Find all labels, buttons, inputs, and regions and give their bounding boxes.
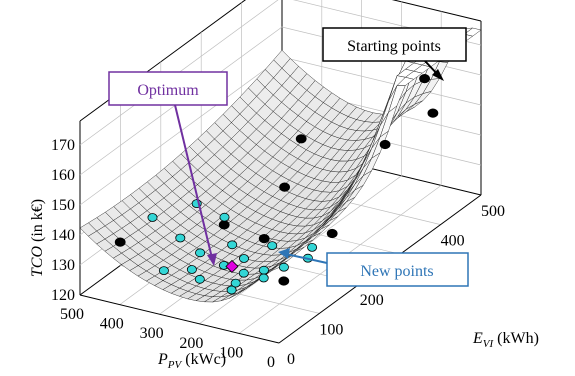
x-axis-label: PPV (kWc) bbox=[157, 351, 226, 371]
starting-points-point bbox=[295, 134, 307, 144]
annotation-new-points-text: New points bbox=[360, 263, 433, 280]
z-tick-label: 170 bbox=[51, 137, 75, 154]
x-tick-label: 100 bbox=[219, 344, 243, 361]
new-points-point bbox=[227, 240, 238, 250]
new-points-point bbox=[238, 254, 249, 263]
x-tick-label: 500 bbox=[60, 306, 84, 323]
y-tick-label: 200 bbox=[360, 292, 384, 309]
z-axis-label: TCO (in k€) bbox=[29, 199, 46, 277]
new-points-point bbox=[278, 262, 289, 272]
z-tick-label: 140 bbox=[51, 227, 75, 244]
new-points-point bbox=[307, 242, 318, 252]
x-tick-label: 400 bbox=[100, 316, 124, 333]
annotation-starting-points-text: Starting points bbox=[347, 38, 441, 55]
x-tick-label: 300 bbox=[140, 325, 164, 342]
data-points bbox=[114, 74, 439, 295]
new-points-point bbox=[267, 241, 278, 251]
starting-points-point bbox=[419, 74, 431, 84]
starting-points-point bbox=[279, 182, 291, 192]
new-points-point bbox=[238, 268, 249, 278]
y-tick-label: 0 bbox=[287, 351, 295, 368]
y-tick-label: 400 bbox=[441, 233, 465, 250]
annotation-optimum: Optimum bbox=[108, 71, 228, 266]
new-points-point bbox=[195, 248, 206, 258]
new-points-point bbox=[186, 265, 197, 274]
annotation-optimum-text: Optimum bbox=[137, 82, 199, 99]
starting-points-point bbox=[278, 276, 290, 286]
new-points-point bbox=[219, 212, 230, 222]
new-points-point bbox=[226, 285, 237, 295]
z-tick-label: 130 bbox=[51, 257, 75, 274]
z-tick-label: 120 bbox=[51, 287, 75, 304]
starting-points-point bbox=[326, 228, 338, 239]
new-points-point bbox=[194, 274, 205, 284]
starting-points-point bbox=[427, 108, 439, 118]
starting-points-point bbox=[379, 139, 391, 150]
x-tick-label: 0 bbox=[267, 354, 275, 371]
annotation-starting-points: Starting points bbox=[322, 27, 467, 81]
y-tick-label: 100 bbox=[319, 321, 343, 338]
starting-points-point bbox=[114, 237, 126, 247]
z-tick-label: 160 bbox=[51, 167, 75, 184]
new-points-point bbox=[158, 266, 169, 276]
y-tick-label: 500 bbox=[481, 203, 505, 220]
new-points-point bbox=[258, 265, 269, 275]
new-points-point bbox=[175, 233, 186, 243]
new-points-point bbox=[147, 213, 158, 222]
y-axis-label: EVI (kWh) bbox=[472, 330, 539, 350]
starting-points-point bbox=[218, 220, 230, 230]
optimum-point bbox=[225, 259, 239, 274]
x-tick-label: 200 bbox=[179, 335, 203, 352]
new-points-point bbox=[258, 273, 269, 283]
z-tick-label: 150 bbox=[51, 197, 75, 214]
starting-points-point bbox=[258, 234, 270, 244]
new-points-point bbox=[230, 278, 241, 288]
tick-labels: 120 130 140 150 160 170 500 400 300 200 100 0 0 100 20… bbox=[51, 137, 505, 371]
annotation-new-points: New points bbox=[278, 248, 469, 287]
